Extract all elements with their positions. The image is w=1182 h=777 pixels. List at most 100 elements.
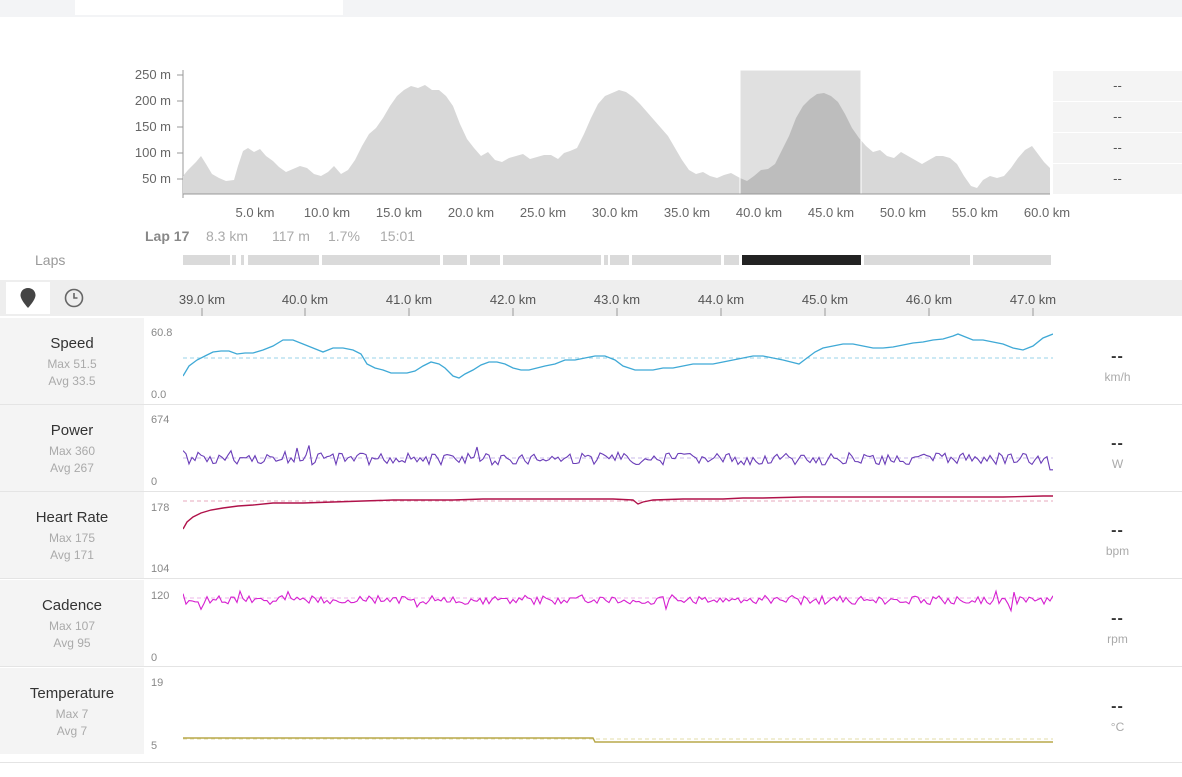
lap-segment[interactable]: [604, 255, 608, 265]
top-tab[interactable]: [75, 0, 343, 15]
laps-bar[interactable]: [183, 255, 1053, 265]
elevation-area: [183, 85, 1050, 194]
lap-segment[interactable]: [232, 255, 236, 265]
lap-grade: 1.7%: [328, 228, 360, 244]
distance-tickmarks: [201, 308, 1034, 316]
lap-segment[interactable]: [973, 255, 1051, 265]
metric-max: Max 107: [48, 619, 96, 633]
metric-ymin: 5: [151, 740, 158, 752]
elevation-y-tick: 200 m: [134, 93, 171, 108]
metric-ymax: 19: [151, 677, 164, 689]
top-bar: [0, 0, 1182, 17]
lap-segment[interactable]: [470, 255, 500, 265]
time-view-button[interactable]: [52, 282, 96, 314]
speed-line: [183, 333, 1053, 379]
lap-segment[interactable]: [322, 255, 440, 265]
elevation-x-tick: 35.0 km: [663, 205, 711, 220]
temperature-chart[interactable]: [183, 668, 1053, 754]
elevation-x-tick: 45.0 km: [807, 205, 855, 220]
metric-avg: Avg 7: [56, 724, 88, 738]
distance-tick: 47.0 km: [1009, 292, 1057, 307]
metric-unit: km/h: [1104, 370, 1131, 384]
heart-rate-chart[interactable]: [183, 492, 1053, 578]
metric-label-panel: Power Max 360 Avg 267: [0, 405, 144, 491]
map-pin-icon: [20, 288, 36, 308]
elevation-x-tick: 15.0 km: [375, 205, 423, 220]
lap-segment[interactable]: [241, 255, 244, 265]
selected-lap-range[interactable]: [739, 69, 862, 195]
distance-tick: 45.0 km: [801, 292, 849, 307]
elevation-side-value: --: [1053, 71, 1182, 101]
metric-ymax: 674: [151, 414, 170, 426]
distance-tick: 39.0 km: [178, 292, 226, 307]
distance-tick: 41.0 km: [385, 292, 433, 307]
metric-name: Temperature: [29, 685, 115, 702]
chart-toolbar: [0, 280, 1182, 316]
metric-name: Heart Rate: [35, 509, 109, 526]
elevation-x-tick: 25.0 km: [519, 205, 567, 220]
cadence-chart[interactable]: [183, 580, 1053, 666]
lap-segment-selected[interactable]: [742, 255, 861, 265]
cadence-line: [183, 589, 1053, 613]
elevation-x-tick: 30.0 km: [591, 205, 639, 220]
metric-name: Speed: [50, 335, 94, 352]
lap-segment[interactable]: [248, 255, 319, 265]
metric-current-panel: -- rpm: [1053, 580, 1182, 666]
metric-current-panel: -- W: [1053, 405, 1182, 491]
elevation-x-tick: 5.0 km: [235, 205, 275, 220]
row-separator: [0, 666, 1182, 667]
elevation-x-tick: 10.0 km: [303, 205, 351, 220]
metric-row-power: Power Max 360 Avg 267 674 0 -- W: [0, 405, 1182, 492]
distance-tick: 42.0 km: [489, 292, 537, 307]
speed-chart[interactable]: [183, 318, 1053, 404]
metric-unit: °C: [1110, 720, 1125, 734]
lap-segment[interactable]: [443, 255, 467, 265]
lap-distance: 8.3 km: [206, 228, 249, 244]
power-chart[interactable]: [183, 405, 1053, 491]
metric-row-speed: Speed Max 51.5 Avg 33.5 60.8 0.0 -- km/h: [0, 318, 1182, 405]
metric-current: --: [1111, 610, 1124, 627]
lap-segment[interactable]: [724, 255, 739, 265]
lap-segment[interactable]: [864, 255, 970, 265]
metric-name: Cadence: [41, 597, 103, 614]
metric-row-temperature: Temperature Max 7 Avg 7 19 5 -- °C: [0, 668, 1182, 755]
metric-current: --: [1111, 522, 1124, 539]
lap-time: 15:01: [380, 228, 416, 244]
metric-avg: Avg 171: [50, 548, 94, 562]
metric-name: Power: [50, 422, 94, 439]
elevation-chart[interactable]: [176, 66, 1056, 202]
metric-avg: Avg 95: [53, 636, 91, 650]
metric-row-cadence: Cadence Max 107 Avg 95 120 0 -- rpm: [0, 580, 1182, 667]
lap-segment[interactable]: [632, 255, 721, 265]
map-view-button[interactable]: [6, 282, 50, 314]
metric-label-panel: Temperature Max 7 Avg 7: [0, 668, 144, 754]
lap-segment[interactable]: [610, 255, 629, 265]
heart-rate-line: [183, 495, 1053, 530]
metric-ymin: 104: [151, 563, 170, 575]
metric-max: Max 51.5: [47, 357, 97, 371]
metric-unit: W: [1111, 457, 1124, 471]
elevation-x-tick: 60.0 km: [1023, 205, 1071, 220]
laps-label: Laps: [35, 252, 66, 268]
lap-segment[interactable]: [503, 255, 601, 265]
metric-ymin: 0: [151, 476, 158, 488]
elevation-y-tick: 100 m: [134, 145, 171, 160]
metric-label-panel: Heart Rate Max 175 Avg 171: [0, 492, 144, 578]
lap-number: Lap 17: [145, 228, 190, 244]
metric-ymin: 0.0: [151, 389, 167, 401]
elevation-y-tick: 50 m: [142, 171, 171, 186]
lap-segment[interactable]: [183, 255, 230, 265]
distance-tick: 44.0 km: [697, 292, 745, 307]
elevation-x-tick: 20.0 km: [447, 205, 495, 220]
metric-max: Max 7: [55, 707, 89, 721]
elevation-x-tick: 50.0 km: [879, 205, 927, 220]
distance-tick: 46.0 km: [905, 292, 953, 307]
row-separator: [0, 404, 1182, 405]
metric-avg: Avg 33.5: [48, 374, 96, 388]
metric-current: --: [1111, 698, 1124, 715]
metric-label-panel: Cadence Max 107 Avg 95: [0, 580, 144, 666]
elevation-y-tick: 150 m: [134, 119, 171, 134]
clock-icon: [64, 288, 84, 308]
row-separator: [0, 762, 1182, 763]
distance-tick: 40.0 km: [281, 292, 329, 307]
